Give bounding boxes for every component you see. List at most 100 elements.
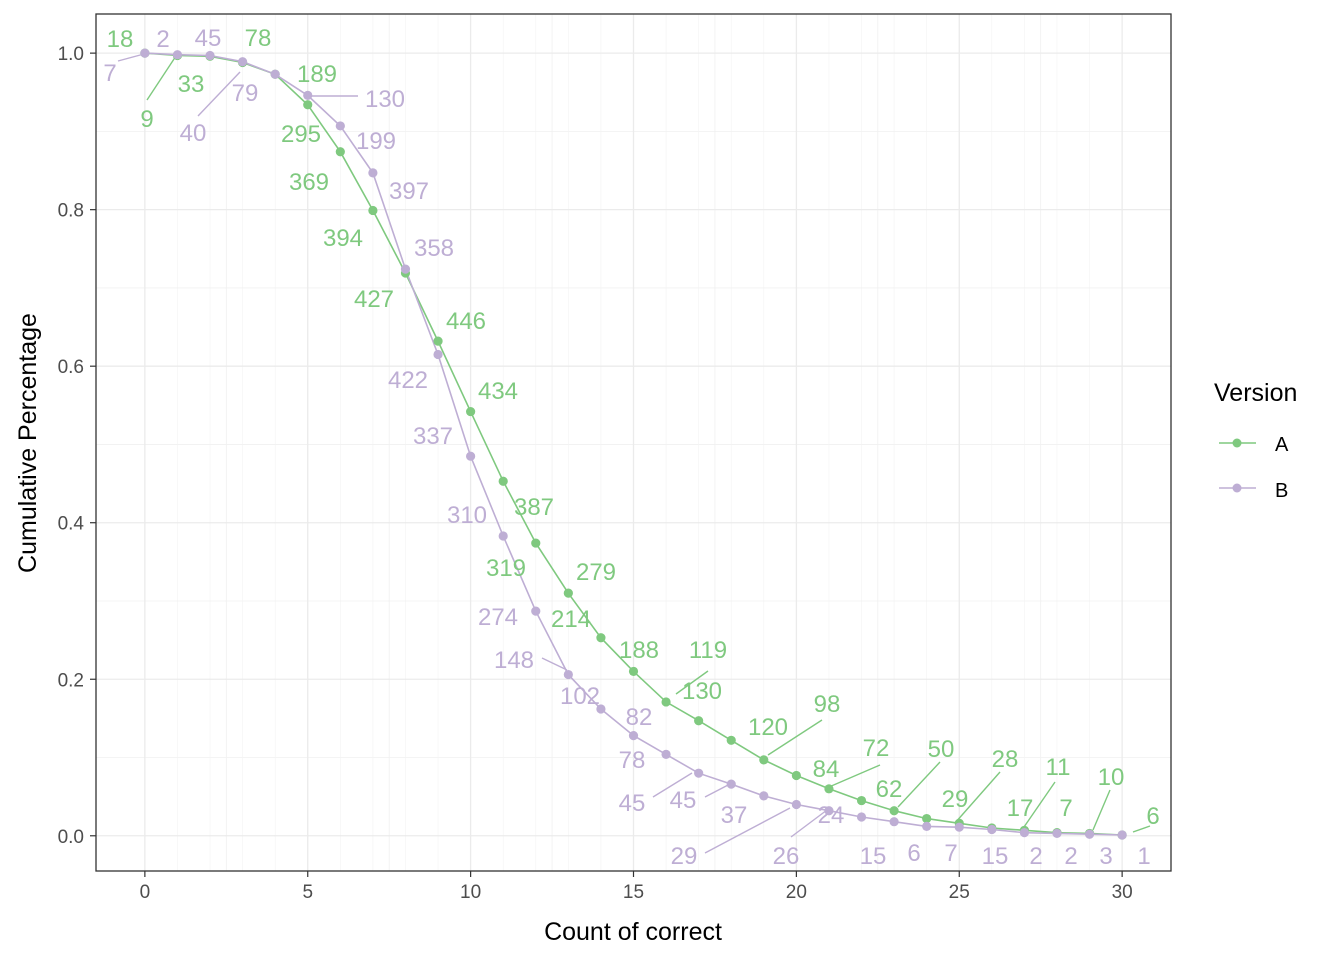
label-leader-b [790,809,828,838]
y-tick-label: 0.4 [58,514,85,535]
data-point-b [596,704,606,714]
data-label-a: 214 [551,606,591,633]
y-axis-title: Cumulative Percentage [14,313,42,573]
data-label-a: 446 [446,308,486,335]
data-point-a [433,336,443,346]
data-label-b: 82 [626,704,653,731]
data-point-b [335,121,345,131]
data-label-b: 2 [156,26,169,53]
data-point-a [694,716,704,726]
y-tick-label: 1.0 [58,44,84,65]
label-leader-a [675,670,709,695]
label-leader-b [704,807,791,854]
data-point-b [694,768,704,778]
data-label-a: 11 [1046,754,1071,781]
data-point-a [922,813,932,824]
data-label-b: 1 [1137,843,1150,870]
data-point-b [954,822,964,832]
legend: Version A B [1214,379,1297,502]
data-point-b [628,731,639,741]
data-label-a: 78 [245,25,272,52]
data-label-a: 319 [486,555,526,582]
data-label-a: 394 [323,225,363,252]
data-label-b: 102 [560,683,600,710]
data-point-b [987,824,997,835]
data-label-a: 7 [1059,795,1072,822]
data-point-a [791,770,801,781]
data-point-b [1117,830,1127,840]
data-point-b [140,48,150,58]
data-label-b: 78 [619,747,646,774]
data-label-b: 310 [447,502,487,529]
data-label-a: 17 [1007,795,1034,822]
data-label-a: 6 [1146,803,1159,830]
data-point-a [531,538,541,548]
data-label-a: 29 [942,786,969,813]
data-point-a [563,588,573,598]
data-point-b [531,606,541,616]
data-label-b: 130 [365,86,405,113]
legend-title: Version [1214,379,1297,407]
data-label-b: 2 [1029,843,1042,870]
data-label-a: 369 [289,169,329,196]
data-point-a [889,806,899,816]
x-tick-label: 0 [140,882,151,903]
data-label-b: 24 [818,802,845,829]
data-point-b [1084,829,1095,839]
data-label-b: 15 [860,843,887,870]
label-leader-lines [117,53,1151,854]
legend-item-a: A [1219,434,1289,456]
data-label-b: 40 [180,120,207,147]
data-point-b [726,779,736,789]
data-point-b [922,821,932,831]
data-point-b [237,57,248,67]
data-point-a [824,784,834,794]
data-label-a: 387 [514,494,554,521]
data-point-a [628,666,639,677]
data-point-b [1052,828,1062,839]
data-label-a: 62 [876,776,903,803]
legend-label-a: A [1275,434,1289,456]
data-label-b: 397 [389,178,429,205]
data-point-a [726,735,736,745]
y-tick-label: 0.2 [58,670,84,691]
data-point-b [498,531,508,541]
x-axis-ticks: 0 5 10 15 20 25 30 [140,871,1133,903]
label-leader-a [1023,781,1056,828]
data-label-a: 18 [107,26,134,53]
data-label-b: 15 [982,843,1009,870]
data-point-b [661,749,671,759]
data-label-b: 26 [773,843,800,870]
data-point-a [368,205,378,216]
data-point-b [270,69,280,79]
label-leader-a [828,764,881,788]
data-label-b: 6 [907,840,920,867]
data-point-b [791,799,801,810]
data-label-b: 79 [232,80,259,107]
data-point-a [466,406,476,417]
y-axis-ticks: 0.0 0.2 0.4 0.6 0.8 1.0 [58,44,96,848]
data-label-b: 45 [670,787,697,814]
data-point-b [856,812,867,822]
data-point-a [661,697,671,707]
series-points [140,48,1127,840]
data-point-b [824,806,834,816]
data-label-a: 119 [689,637,727,664]
label-leader-a [1132,825,1151,833]
data-point-b [466,451,476,461]
x-axis-title: Count of correct [544,918,722,946]
label-leader-a [767,719,823,756]
data-point-b [172,50,183,60]
data-label-b: 148 [494,647,534,674]
data-label-a: 120 [748,714,788,741]
data-point-a [856,795,867,806]
data-label-b: 29 [671,843,698,870]
data-label-b: 45 [195,25,222,52]
data-label-a: 279 [576,559,616,586]
data-label-b: 37 [721,802,748,829]
data-label-b: 199 [356,128,396,155]
data-point-a [335,147,345,157]
data-point-a [759,755,769,765]
